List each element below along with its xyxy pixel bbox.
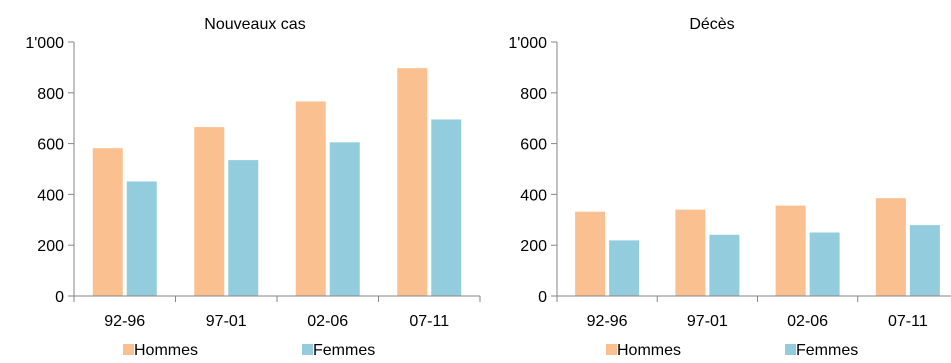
x-tick-label: 92-96 (587, 313, 628, 330)
legend-swatch-hommes (606, 344, 617, 355)
bar-hommes-02-06 (295, 101, 326, 296)
legend-label-hommes: Hommes (134, 342, 198, 359)
legend-label-femmes: Femmes (313, 342, 375, 359)
y-tick-label: 0 (538, 289, 547, 306)
y-tick-label: 800 (520, 86, 547, 103)
x-tick-label: 02-06 (307, 313, 348, 330)
bar-femmes-97-01 (709, 234, 740, 296)
bar-hommes-97-01 (194, 127, 225, 296)
bar-femmes-97-01 (228, 160, 259, 296)
bar-femmes-02-06 (809, 232, 840, 296)
y-tick-label: 400 (520, 187, 547, 204)
x-tick-label: 92-96 (104, 313, 145, 330)
x-tick-label: 97-01 (206, 313, 247, 330)
legend-swatch-femmes (302, 344, 313, 355)
y-tick-label: 600 (520, 137, 547, 154)
chart-title: Décès (689, 16, 734, 33)
x-tick-label: 97-01 (687, 313, 728, 330)
legend-swatch-femmes (785, 344, 796, 355)
bar-femmes-07-11 (909, 225, 940, 296)
legend-swatch-hommes (123, 344, 134, 355)
y-tick-label: 600 (37, 137, 64, 154)
bar-hommes-92-96 (92, 148, 123, 296)
bar-femmes-92-96 (126, 181, 157, 296)
bar-femmes-02-06 (329, 142, 360, 296)
y-tick-label: 400 (37, 187, 64, 204)
y-tick-label: 1'000 (25, 35, 64, 52)
y-tick-label: 1'000 (508, 35, 547, 52)
bar-hommes-07-11 (397, 68, 428, 296)
x-tick-label: 07-11 (888, 313, 928, 330)
chart-title: Nouveaux cas (204, 16, 305, 33)
bar-femmes-92-96 (609, 240, 640, 296)
bar-femmes-07-11 (431, 119, 462, 296)
x-tick-label: 02-06 (787, 313, 828, 330)
legend-label-hommes: Hommes (617, 342, 681, 359)
y-tick-label: 800 (37, 86, 64, 103)
y-tick-label: 0 (55, 289, 64, 306)
y-tick-label: 200 (37, 238, 64, 255)
x-tick-label: 07-11 (409, 313, 449, 330)
legend-label-femmes: Femmes (796, 342, 858, 359)
bar-hommes-07-11 (875, 198, 906, 296)
bar-hommes-92-96 (575, 211, 606, 296)
y-tick-label: 200 (520, 238, 547, 255)
bar-hommes-02-06 (775, 205, 806, 296)
bar-hommes-97-01 (675, 209, 706, 296)
